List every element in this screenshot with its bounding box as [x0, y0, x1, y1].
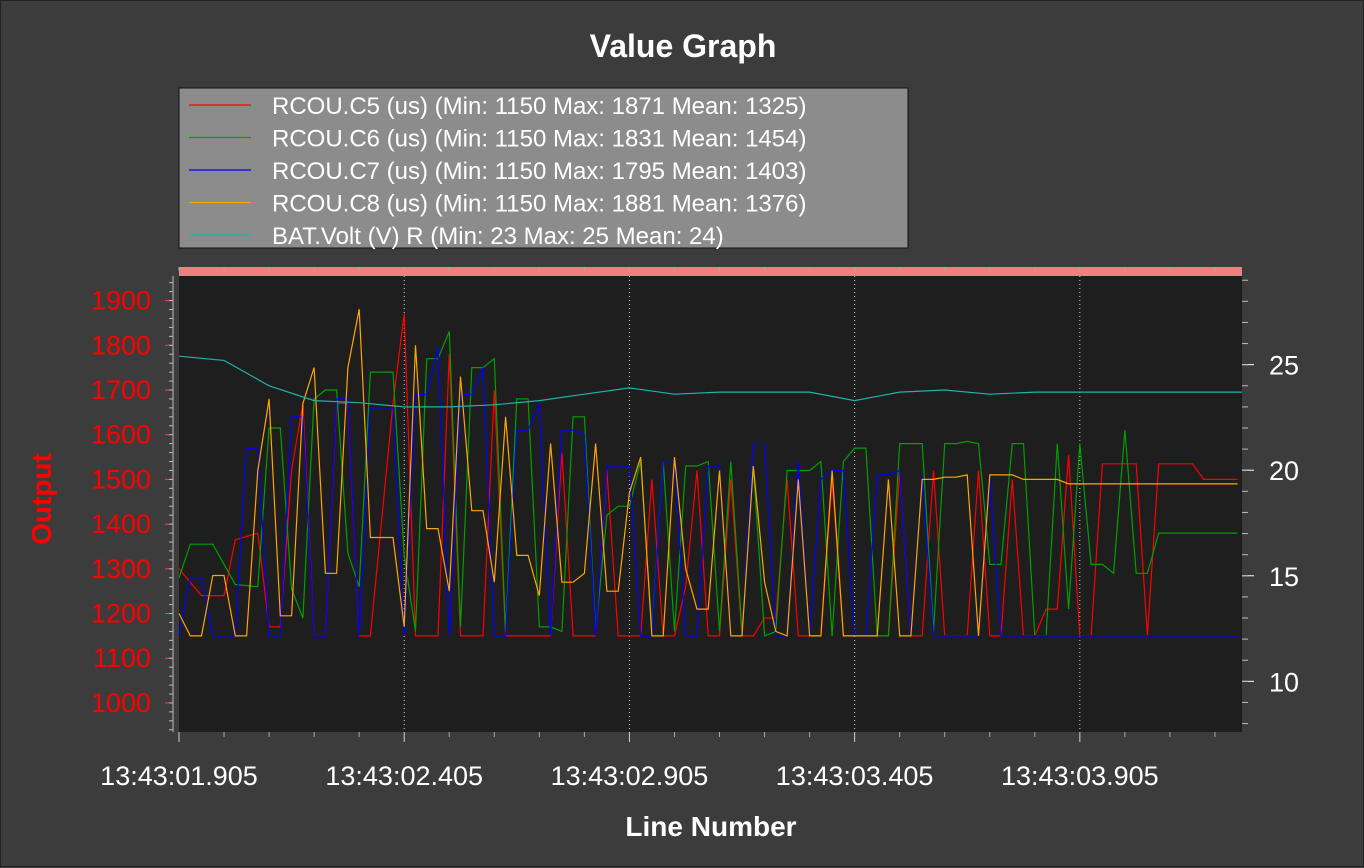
y-right-tick-label: 25	[1269, 351, 1299, 381]
axes: 13:43:01.905 13:43:02.405 13:43:02.905 13:4…	[91, 267, 1299, 791]
y-left-tick-label: 1600	[91, 420, 151, 450]
x-tick-label: 13:43:03.405	[776, 761, 934, 791]
series-line-4	[178, 308, 1238, 637]
legend-entry: BAT.Volt (V) R (Min: 23 Max: 25 Mean: 24…	[272, 223, 724, 250]
top-band	[179, 267, 1242, 276]
chart-title: Value Graph	[590, 28, 777, 64]
legend-entry: RCOU.C6 (us) (Min: 1150 Max: 1831 Mean: …	[272, 126, 806, 153]
y-left-tick-label: 1500	[91, 464, 151, 494]
y-right-tick-label: 10	[1269, 667, 1299, 697]
y-right-tick-label: 15	[1269, 562, 1299, 592]
legend: RCOU.C5 (us) (Min: 1150 Max: 1871 Mean: …	[178, 87, 909, 250]
series-line-1	[178, 313, 1238, 637]
legend-entry: RCOU.C8 (us) (Min: 1150 Max: 1881 Mean: …	[272, 191, 806, 218]
x-axis-label: Line Number	[625, 811, 796, 842]
x-tick-label: 13:43:02.905	[551, 761, 709, 791]
y-axis-label: Output	[26, 453, 57, 545]
series-layer	[178, 308, 1242, 637]
y-left-tick-label: 1000	[91, 688, 151, 718]
y-left-tick-label: 1400	[91, 509, 151, 539]
y-left-tick-label: 1200	[91, 599, 151, 629]
x-tick-label: 13:43:03.905	[1001, 761, 1159, 791]
y-left-tick-label: 1700	[91, 375, 151, 405]
x-tick-label: 13:43:01.905	[100, 761, 258, 791]
legend-entry: RCOU.C7 (us) (Min: 1150 Max: 1795 Mean: …	[272, 158, 806, 185]
series-line-2	[178, 331, 1238, 637]
y-left-tick-label: 1900	[91, 286, 151, 316]
y-right-tick-label: 20	[1269, 456, 1299, 486]
legend-box	[178, 87, 909, 249]
series-line-3	[178, 347, 1238, 637]
y-left-tick-label: 1300	[91, 554, 151, 584]
legend-entry: RCOU.C5 (us) (Min: 1150 Max: 1871 Mean: …	[272, 93, 806, 120]
series-line-5	[178, 355, 1242, 408]
y-left-tick-label: 1100	[93, 643, 151, 673]
x-tick-label: 13:43:02.405	[325, 761, 483, 791]
y-left-tick-label: 1800	[91, 330, 151, 360]
